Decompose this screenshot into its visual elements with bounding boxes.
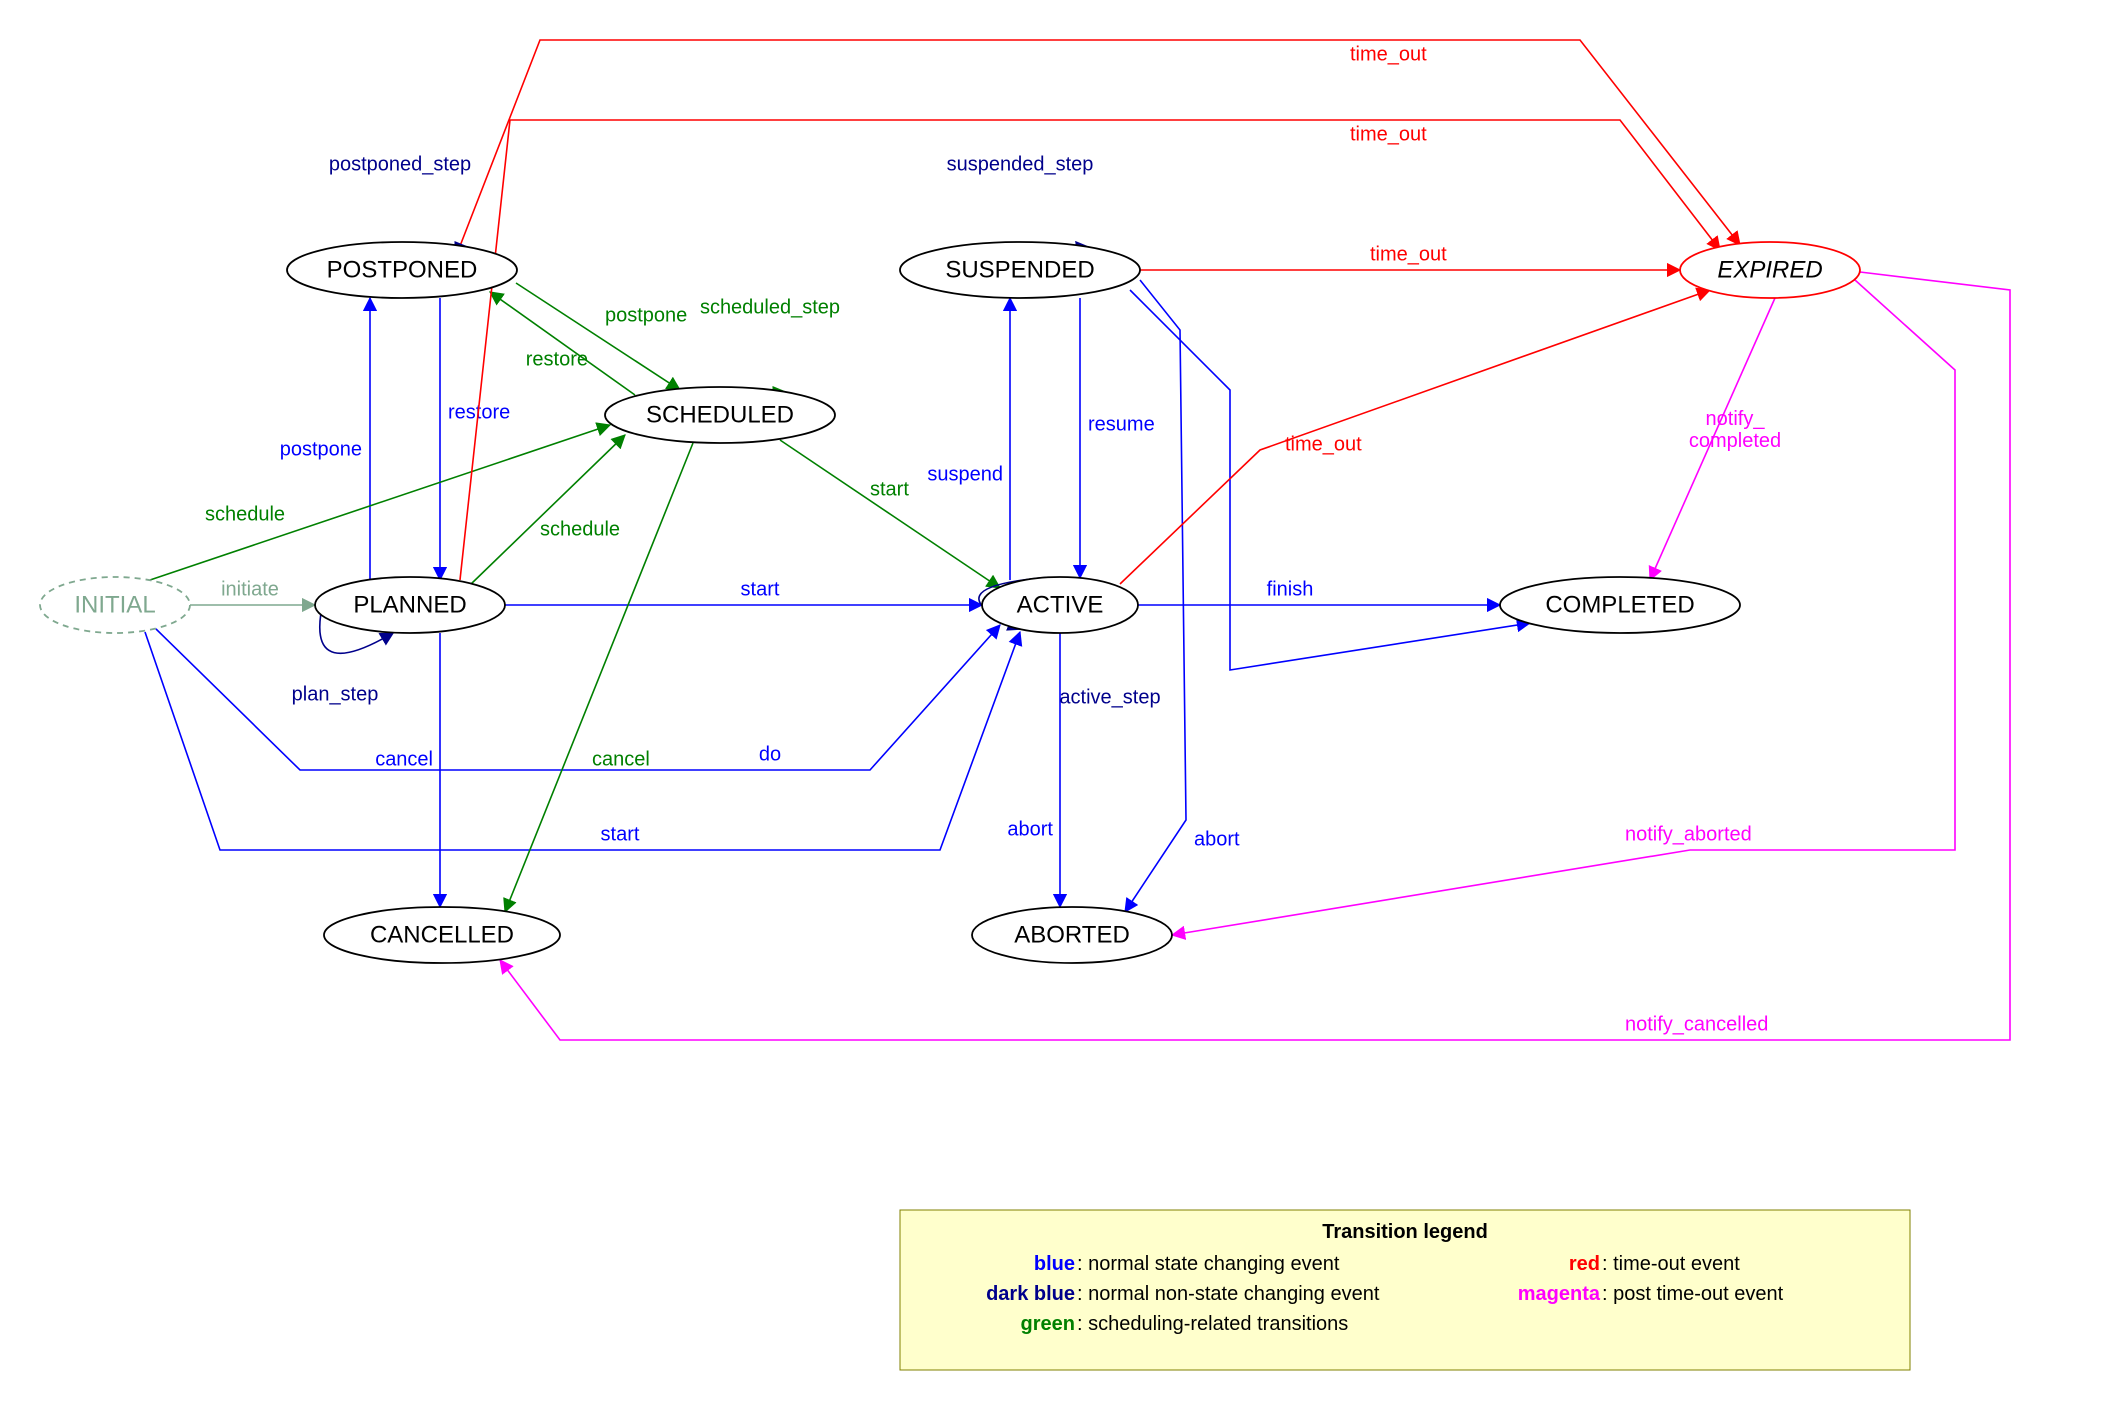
legend-row-right: red: time-out event <box>1569 1253 1740 1275</box>
node-label: EXPIRED <box>1717 256 1822 283</box>
edge-finish: finish <box>1138 578 1500 605</box>
legend-row-left: dark blue: normal non-state changing eve… <box>986 1283 1380 1305</box>
edge-cancel2: cancel <box>505 443 693 912</box>
legend-val: : normal non-state changing event <box>1077 1283 1380 1305</box>
edge-label: time_out <box>1350 123 1427 145</box>
edge-label: notify_cancelled <box>1625 1013 1768 1035</box>
edge-time_out_plan: time_out <box>460 120 1720 580</box>
node-label: POSTPONED <box>327 256 478 283</box>
node-active: ACTIVE <box>982 577 1138 633</box>
edge-start3: start <box>145 632 1020 850</box>
edge-abort1: abort <box>1007 633 1060 907</box>
node-expired: EXPIRED <box>1680 242 1860 298</box>
legend-row-left: blue: normal state changing event <box>1034 1253 1340 1275</box>
legend-val: : post time-out event <box>1602 1283 1784 1305</box>
edge-label: restore <box>526 348 588 370</box>
edge-label: cancel <box>592 748 650 770</box>
edge-label: finish <box>1267 578 1314 600</box>
node-label: COMPLETED <box>1545 591 1694 618</box>
edge-initiate: initiate <box>190 578 315 605</box>
node-label: CANCELLED <box>370 921 514 948</box>
node-label: SUSPENDED <box>945 256 1094 283</box>
node-aborted: ABORTED <box>972 907 1172 963</box>
self-loop-label: active_step <box>1059 686 1160 708</box>
edge-label: postpone <box>605 304 687 326</box>
edge-label: time_out <box>1285 433 1362 455</box>
edges-layer: initiate postpone restore schedule schedule r… <box>145 40 2010 1040</box>
edge-do: do <box>155 625 1000 770</box>
node-label: PLANNED <box>353 591 466 618</box>
self-loop-label: postponed_step <box>329 153 471 175</box>
legend-key: blue <box>1034 1253 1075 1275</box>
edge-suspend: suspend <box>927 298 1010 580</box>
edge-start1: start <box>505 578 982 605</box>
self-loop-label: scheduled_step <box>700 296 840 318</box>
edge-notify_completed: notify_completed <box>1650 298 1781 580</box>
edge-complete2 <box>1130 290 1530 670</box>
node-completed: COMPLETED <box>1500 577 1740 633</box>
node-postponed: POSTPONED <box>287 242 517 298</box>
edge-resume: resume <box>1080 298 1155 578</box>
edge-label: suspend <box>927 463 1003 485</box>
edge-time_out_active: time_out <box>1120 290 1710 584</box>
edge-start2: start <box>780 440 1000 588</box>
node-scheduled: SCHEDULED <box>605 387 835 443</box>
edge-postpone2: postpone <box>516 283 687 390</box>
node-suspended: SUSPENDED <box>900 242 1140 298</box>
state-diagram: initiate postpone restore schedule schedule r… <box>0 0 2102 1405</box>
edge-label: do <box>759 743 781 765</box>
node-planned: PLANNED <box>315 577 505 633</box>
node-label: INITIAL <box>74 591 155 618</box>
edge-label: start <box>870 478 909 500</box>
edge-label: start <box>741 578 780 600</box>
legend-key: red <box>1569 1253 1600 1275</box>
edge-label: start <box>601 823 640 845</box>
legend-row-left: green: scheduling-related transitions <box>1021 1313 1349 1335</box>
node-cancelled: CANCELLED <box>324 907 560 963</box>
node-label: SCHEDULED <box>646 401 794 428</box>
edge-time_out_susp: time_out <box>1140 243 1680 270</box>
legend-title: Transition legend <box>1322 1221 1488 1243</box>
legend-val: : scheduling-related transitions <box>1077 1313 1348 1335</box>
legend-val: : normal state changing event <box>1077 1253 1340 1275</box>
edge-label: time_out <box>1370 243 1447 265</box>
edge-time_out_post: time_out <box>460 40 1740 246</box>
node-initial: INITIAL <box>40 577 190 633</box>
edge-postpone1: postpone <box>280 298 370 580</box>
edge-label: abort <box>1194 828 1240 850</box>
edge-label: notify_aborted <box>1625 823 1752 845</box>
edge-label: schedule <box>205 503 285 525</box>
edge-schedule2: schedule <box>470 435 625 585</box>
legend-row-right: magenta: post time-out event <box>1518 1283 1784 1305</box>
edge-label: schedule <box>540 518 620 540</box>
edge-label: postpone <box>280 438 362 460</box>
self-loop-label: plan_step <box>292 683 379 705</box>
node-label: ACTIVE <box>1017 591 1104 618</box>
legend-key: green <box>1021 1313 1075 1335</box>
legend-key: magenta <box>1518 1283 1601 1305</box>
node-label: ABORTED <box>1014 921 1130 948</box>
transition-legend: Transition legend blue: normal state chan… <box>900 1210 1910 1370</box>
edge-abort2: abort <box>1125 280 1240 912</box>
legend-key: dark blue <box>986 1283 1075 1305</box>
edge-label: abort <box>1007 818 1053 840</box>
legend-val: : time-out event <box>1602 1253 1740 1275</box>
edge-label: cancel <box>375 748 433 770</box>
edge-label: notify_completed <box>1689 408 1781 452</box>
edge-label: initiate <box>221 578 279 600</box>
edge-schedule1: schedule <box>150 425 610 580</box>
edge-label: time_out <box>1350 43 1427 65</box>
nodes-layer: INITIAL PLANNED POSTPONED SCHEDULED SUSPENDE… <box>40 242 1860 963</box>
edge-label: resume <box>1088 413 1155 435</box>
self-loop-label: suspended_step <box>947 153 1094 175</box>
edge-cancel1: cancel <box>375 633 440 907</box>
